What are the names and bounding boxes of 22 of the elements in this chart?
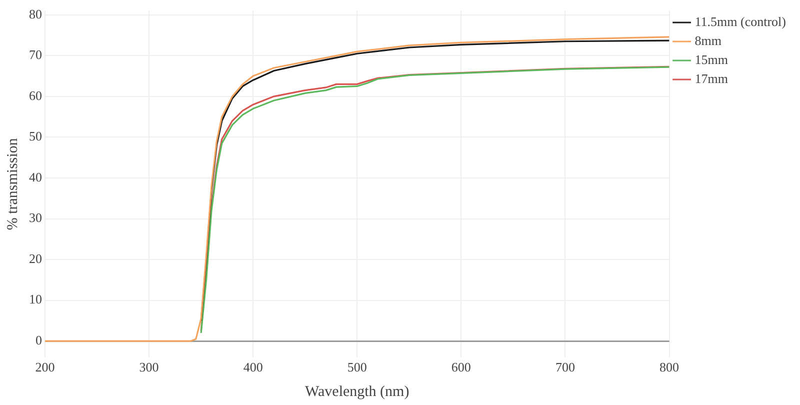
- x-tick-label: 800: [660, 360, 680, 375]
- x-tick-label: 600: [451, 360, 471, 375]
- legend-label: 8mm: [694, 32, 722, 48]
- x-axis-title: Wavelength (nm): [305, 384, 410, 400]
- y-tick-label: 40: [29, 169, 42, 184]
- y-tick-label: 70: [29, 47, 42, 62]
- x-tick-label: 400: [243, 360, 263, 375]
- y-tick-label: 50: [29, 128, 42, 144]
- y-tick-label: 80: [29, 6, 42, 22]
- legend-label: 15mm: [694, 52, 728, 67]
- y-tick-label: 30: [29, 210, 42, 226]
- legend-label: 11.5mm (control): [694, 14, 786, 29]
- legend-label: 17mm: [694, 70, 728, 86]
- x-tick-label: 500: [347, 360, 367, 375]
- x-tick-label: 300: [139, 360, 159, 375]
- x-tick-label: 200: [35, 360, 55, 375]
- y-tick-label: 10: [29, 292, 42, 307]
- y-axis-title: % transmission: [4, 138, 21, 230]
- x-tick-label: 700: [555, 360, 575, 375]
- y-tick-label: 0: [36, 332, 42, 348]
- y-tick-label: 20: [29, 250, 42, 266]
- y-tick-label: 60: [29, 88, 42, 103]
